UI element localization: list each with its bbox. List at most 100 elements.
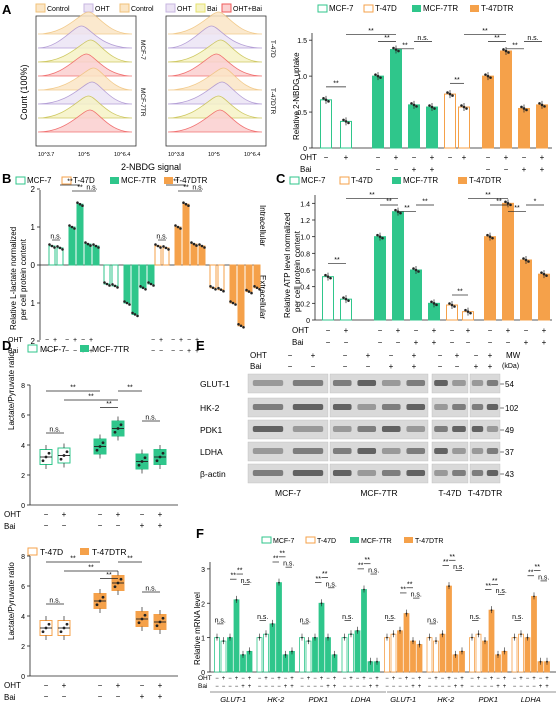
b-extra-dot — [247, 290, 251, 293]
a-sig4-label: ** — [384, 35, 390, 42]
b-intra-dot — [61, 248, 64, 251]
wb-band — [434, 448, 448, 454]
a-t47dtr-dot — [522, 107, 526, 110]
f-bar — [403, 613, 410, 673]
c-dot — [522, 257, 525, 260]
f-sig-a-label: ** — [443, 559, 449, 566]
f-dot — [471, 636, 473, 639]
f-bai-sign: − — [300, 684, 304, 690]
b-extra-dot — [125, 301, 129, 305]
wb-membrane — [469, 441, 501, 462]
b-sig1-label: n.s. — [50, 234, 61, 241]
c-sig4-label: ** — [386, 199, 392, 206]
b-extra-dot — [149, 282, 153, 286]
wb-band — [357, 470, 377, 476]
legend-f-t47d: T-47D — [317, 538, 336, 545]
wb-band — [434, 470, 448, 476]
f-bai-sign: − — [398, 684, 402, 690]
b-bai-sign: − — [45, 348, 49, 355]
tick-label-a: 0 — [303, 146, 307, 153]
f-oht-sign: + — [264, 676, 268, 682]
a-oht-sign: − — [412, 153, 417, 162]
d-top-tick-label: 0 — [21, 503, 25, 510]
b-intra-dot — [53, 246, 56, 249]
d-top-dot — [161, 451, 165, 455]
a-t47dtr-bar — [536, 104, 548, 149]
f-dot — [356, 629, 359, 632]
d-bot-tick-label: 6 — [21, 584, 25, 591]
b-sig2-label: ** — [67, 179, 73, 186]
b-sig8-label: n.s. — [192, 185, 203, 192]
b-oht-sign: + — [89, 337, 93, 344]
b-intra-dot — [50, 244, 54, 248]
legend-f-swatch-t47dtr — [404, 537, 413, 543]
b-sig4-label: n.s. — [86, 185, 97, 192]
f-oht-sign: − — [526, 676, 530, 682]
c-bar — [392, 211, 404, 321]
f-bar — [426, 637, 433, 673]
a-t47dtr-dot — [540, 103, 544, 107]
b-extra-dot — [108, 284, 111, 287]
d-top-dot — [113, 430, 117, 434]
f-oht-sign: + — [434, 676, 438, 682]
wb-membrane — [431, 397, 469, 418]
f-bar — [439, 633, 446, 673]
chart-a-ylabel: Relative 2-NBDG uptake — [292, 52, 301, 140]
f-dot — [350, 633, 352, 636]
d-bot-tick-label: 8 — [21, 554, 25, 561]
f-dot — [448, 585, 450, 587]
f-bar — [384, 637, 390, 673]
a-oht-sign: − — [376, 153, 381, 162]
wb-oht-sign: − — [474, 351, 479, 360]
f-bar — [531, 595, 537, 673]
wb-band — [486, 380, 499, 386]
f-sig-a-label: ** — [486, 583, 492, 590]
chart-d-top-ylabel: Lactate/Pyruvate ratio — [7, 352, 16, 430]
b-intra-dot — [176, 225, 180, 229]
f-dot — [477, 633, 480, 636]
a-t47dtr-dot — [543, 105, 546, 108]
f-bai-sign: + — [248, 684, 252, 690]
legend-d-mcf7: MCF-7 — [40, 344, 66, 354]
legend-b-swatch-t47d — [61, 176, 72, 185]
c-dot — [524, 258, 528, 262]
b-bai-sign: − — [171, 348, 175, 355]
wb-band — [406, 470, 426, 476]
f-dot — [343, 636, 346, 639]
b-extra-bar — [209, 264, 217, 289]
b-bai-sign: − — [151, 348, 155, 355]
wb-band — [471, 380, 484, 386]
f-gene-label: HK-2 — [267, 695, 285, 703]
legend-c-t47d: T-47D — [351, 176, 373, 185]
d-bot-oht-2: − — [98, 681, 103, 690]
f-bar — [433, 640, 439, 673]
d-top-bai-0: − — [44, 521, 49, 530]
b-extra-dot — [131, 311, 134, 315]
legend-b: MCF-7 T-47D MCF-7TR T-47DTR — [15, 176, 208, 185]
wb-band — [471, 426, 484, 432]
f-sig-ns-label: n.s. — [342, 614, 353, 621]
b-oht-sign: + — [53, 337, 57, 344]
c-dot — [469, 311, 472, 315]
flow-histograms-right — [167, 11, 263, 133]
wb-membrane — [469, 397, 501, 418]
d-bot-bai-0: − — [44, 692, 49, 701]
d-bot-sig6-label: n.s. — [145, 586, 156, 593]
f-bai-sign: − — [362, 684, 366, 690]
d-top-sig6-label: n.s. — [145, 415, 156, 422]
a-t47d-dot — [465, 107, 468, 110]
tick-label-c: 0.8 — [300, 251, 310, 258]
tick-label-c: 0.4 — [300, 285, 310, 292]
legend-swatch-bai — [195, 3, 206, 13]
b-intra-dot — [187, 204, 190, 207]
flow-histogram-curve — [167, 11, 263, 35]
d-bot-dot — [101, 595, 105, 599]
b-extra-dot — [242, 326, 245, 329]
flow-row-label-t47dtr: T-47DTR — [269, 88, 276, 115]
d-bot-dot — [161, 616, 165, 620]
f-bai-sign: − — [392, 684, 396, 690]
f-dot — [412, 640, 414, 642]
wb-row-bai: Bai — [250, 362, 262, 371]
f-sig-c-label: n.s. — [538, 574, 549, 581]
f-dot — [392, 633, 395, 636]
